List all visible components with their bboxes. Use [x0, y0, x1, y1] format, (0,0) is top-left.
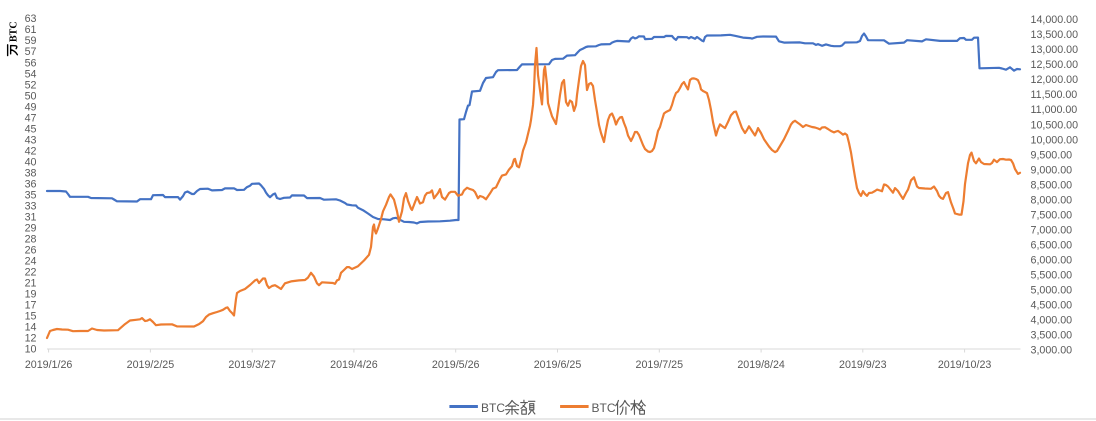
- svg-text:12,000.00: 12,000.00: [1031, 74, 1079, 86]
- svg-text:17: 17: [25, 300, 37, 312]
- svg-text:4,500.00: 4,500.00: [1031, 300, 1073, 312]
- svg-text:36: 36: [25, 178, 37, 190]
- svg-text:10,500.00: 10,500.00: [1031, 119, 1079, 131]
- svg-text:54: 54: [25, 68, 37, 80]
- svg-text:9,000.00: 9,000.00: [1031, 164, 1073, 176]
- svg-text:2019/3/27: 2019/3/27: [228, 359, 276, 371]
- svg-text:2019/2/25: 2019/2/25: [127, 359, 175, 371]
- svg-text:45: 45: [25, 123, 37, 135]
- svg-text:7,500.00: 7,500.00: [1031, 209, 1073, 221]
- svg-text:2019/8/24: 2019/8/24: [737, 359, 785, 371]
- svg-text:11,000.00: 11,000.00: [1031, 104, 1078, 116]
- svg-text:3,000.00: 3,000.00: [1031, 345, 1073, 357]
- svg-text:19: 19: [25, 289, 37, 301]
- svg-text:13,500.00: 13,500.00: [1031, 29, 1079, 41]
- svg-text:42: 42: [25, 145, 37, 157]
- svg-text:14: 14: [25, 322, 37, 334]
- svg-text:47: 47: [25, 112, 37, 124]
- svg-text:63: 63: [25, 13, 37, 25]
- svg-text:2019/7/25: 2019/7/25: [636, 359, 684, 371]
- svg-text:61: 61: [25, 24, 37, 36]
- svg-text:31: 31: [25, 212, 37, 224]
- svg-text:2019/6/25: 2019/6/25: [534, 359, 582, 371]
- svg-text:11,500.00: 11,500.00: [1031, 89, 1078, 101]
- svg-text:3,500.00: 3,500.00: [1031, 330, 1073, 342]
- svg-text:8,000.00: 8,000.00: [1031, 194, 1073, 206]
- svg-text:49: 49: [25, 101, 37, 113]
- svg-text:5,000.00: 5,000.00: [1031, 285, 1073, 297]
- svg-text:4,000.00: 4,000.00: [1031, 315, 1073, 327]
- svg-text:6,000.00: 6,000.00: [1031, 255, 1073, 267]
- svg-text:59: 59: [25, 35, 37, 47]
- svg-text:35: 35: [25, 190, 37, 202]
- svg-text:2019/5/26: 2019/5/26: [432, 359, 480, 371]
- svg-text:9,500.00: 9,500.00: [1031, 149, 1073, 161]
- svg-text:BTC: BTC: [9, 21, 20, 42]
- svg-text:2019/9/23: 2019/9/23: [839, 359, 887, 371]
- svg-text:6,500.00: 6,500.00: [1031, 239, 1073, 251]
- svg-text:2019/1/26: 2019/1/26: [25, 359, 73, 371]
- svg-text:12: 12: [25, 333, 37, 345]
- svg-text:7,000.00: 7,000.00: [1031, 224, 1073, 236]
- svg-text:13,000.00: 13,000.00: [1031, 44, 1079, 56]
- svg-text:40: 40: [25, 156, 37, 168]
- svg-text:43: 43: [25, 134, 37, 146]
- svg-text:26: 26: [25, 245, 37, 257]
- svg-text:BTC: BTC: [481, 401, 505, 415]
- svg-text:15: 15: [25, 311, 37, 323]
- svg-text:28: 28: [25, 234, 37, 246]
- svg-text:5,500.00: 5,500.00: [1031, 270, 1073, 282]
- svg-text:50: 50: [25, 90, 37, 102]
- svg-text:21: 21: [25, 278, 37, 290]
- svg-text:24: 24: [25, 256, 37, 268]
- svg-text:38: 38: [25, 167, 37, 179]
- svg-text:57: 57: [25, 46, 37, 58]
- svg-text:22: 22: [25, 267, 37, 279]
- svg-text:56: 56: [25, 57, 37, 69]
- svg-text:29: 29: [25, 223, 37, 235]
- svg-text:10: 10: [25, 344, 37, 356]
- svg-text:8,500.00: 8,500.00: [1031, 179, 1073, 191]
- svg-text:52: 52: [25, 79, 37, 91]
- svg-text:10,000.00: 10,000.00: [1031, 134, 1079, 146]
- svg-text:14,000.00: 14,000.00: [1031, 14, 1079, 26]
- svg-text:2019/10/23: 2019/10/23: [938, 359, 992, 371]
- svg-text:12,500.00: 12,500.00: [1031, 59, 1079, 71]
- svg-text:33: 33: [25, 201, 37, 213]
- svg-text:2019/4/26: 2019/4/26: [330, 359, 378, 371]
- svg-text:BTC: BTC: [592, 401, 616, 415]
